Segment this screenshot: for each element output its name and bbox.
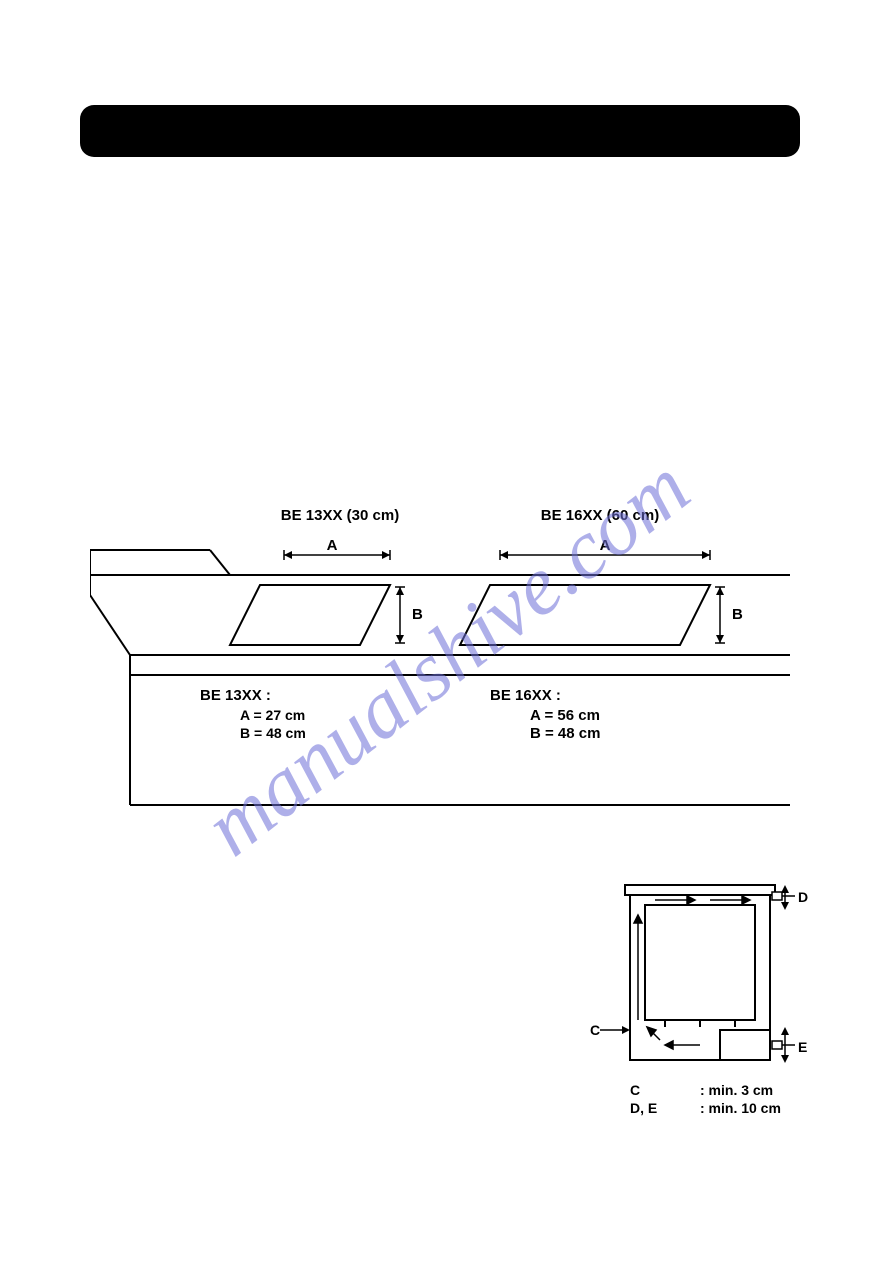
model2-B: B = 48 cm [530,725,600,742]
side-D-label: D [798,889,808,905]
legend-C: C [630,1082,640,1098]
countertop-diagram: A B BE 13XX (30 cm) A B BE 16XX (60 cm) … [90,495,790,825]
dim-A-2: A [600,537,611,554]
page-root: manualshive.com A B [0,0,893,1263]
legend-DE-val: : min. 10 cm [700,1100,781,1116]
model1-tag: BE 13XX : [200,687,271,704]
model2-tag: BE 16XX : [490,687,561,704]
model1-label: BE 13XX (30 cm) [281,507,399,524]
ventilation-diagram: D E C C : min. 3 cm D, E : min. 10 cm [580,880,820,1140]
legend-C-val: : min. 3 cm [700,1082,773,1098]
model1-A: A = 27 cm [240,707,305,723]
dim-B-2: B [732,606,743,623]
side-C-label: C [590,1022,600,1038]
model2-A: A = 56 cm [530,707,600,724]
model1-B: B = 48 cm [240,725,306,741]
legend-DE: D, E [630,1100,657,1116]
header-black-bar [80,105,800,157]
dim-B-1: B [412,606,423,623]
dim-A-1: A [327,537,338,554]
model2-label: BE 16XX (60 cm) [541,507,659,524]
side-E-label: E [798,1039,807,1055]
